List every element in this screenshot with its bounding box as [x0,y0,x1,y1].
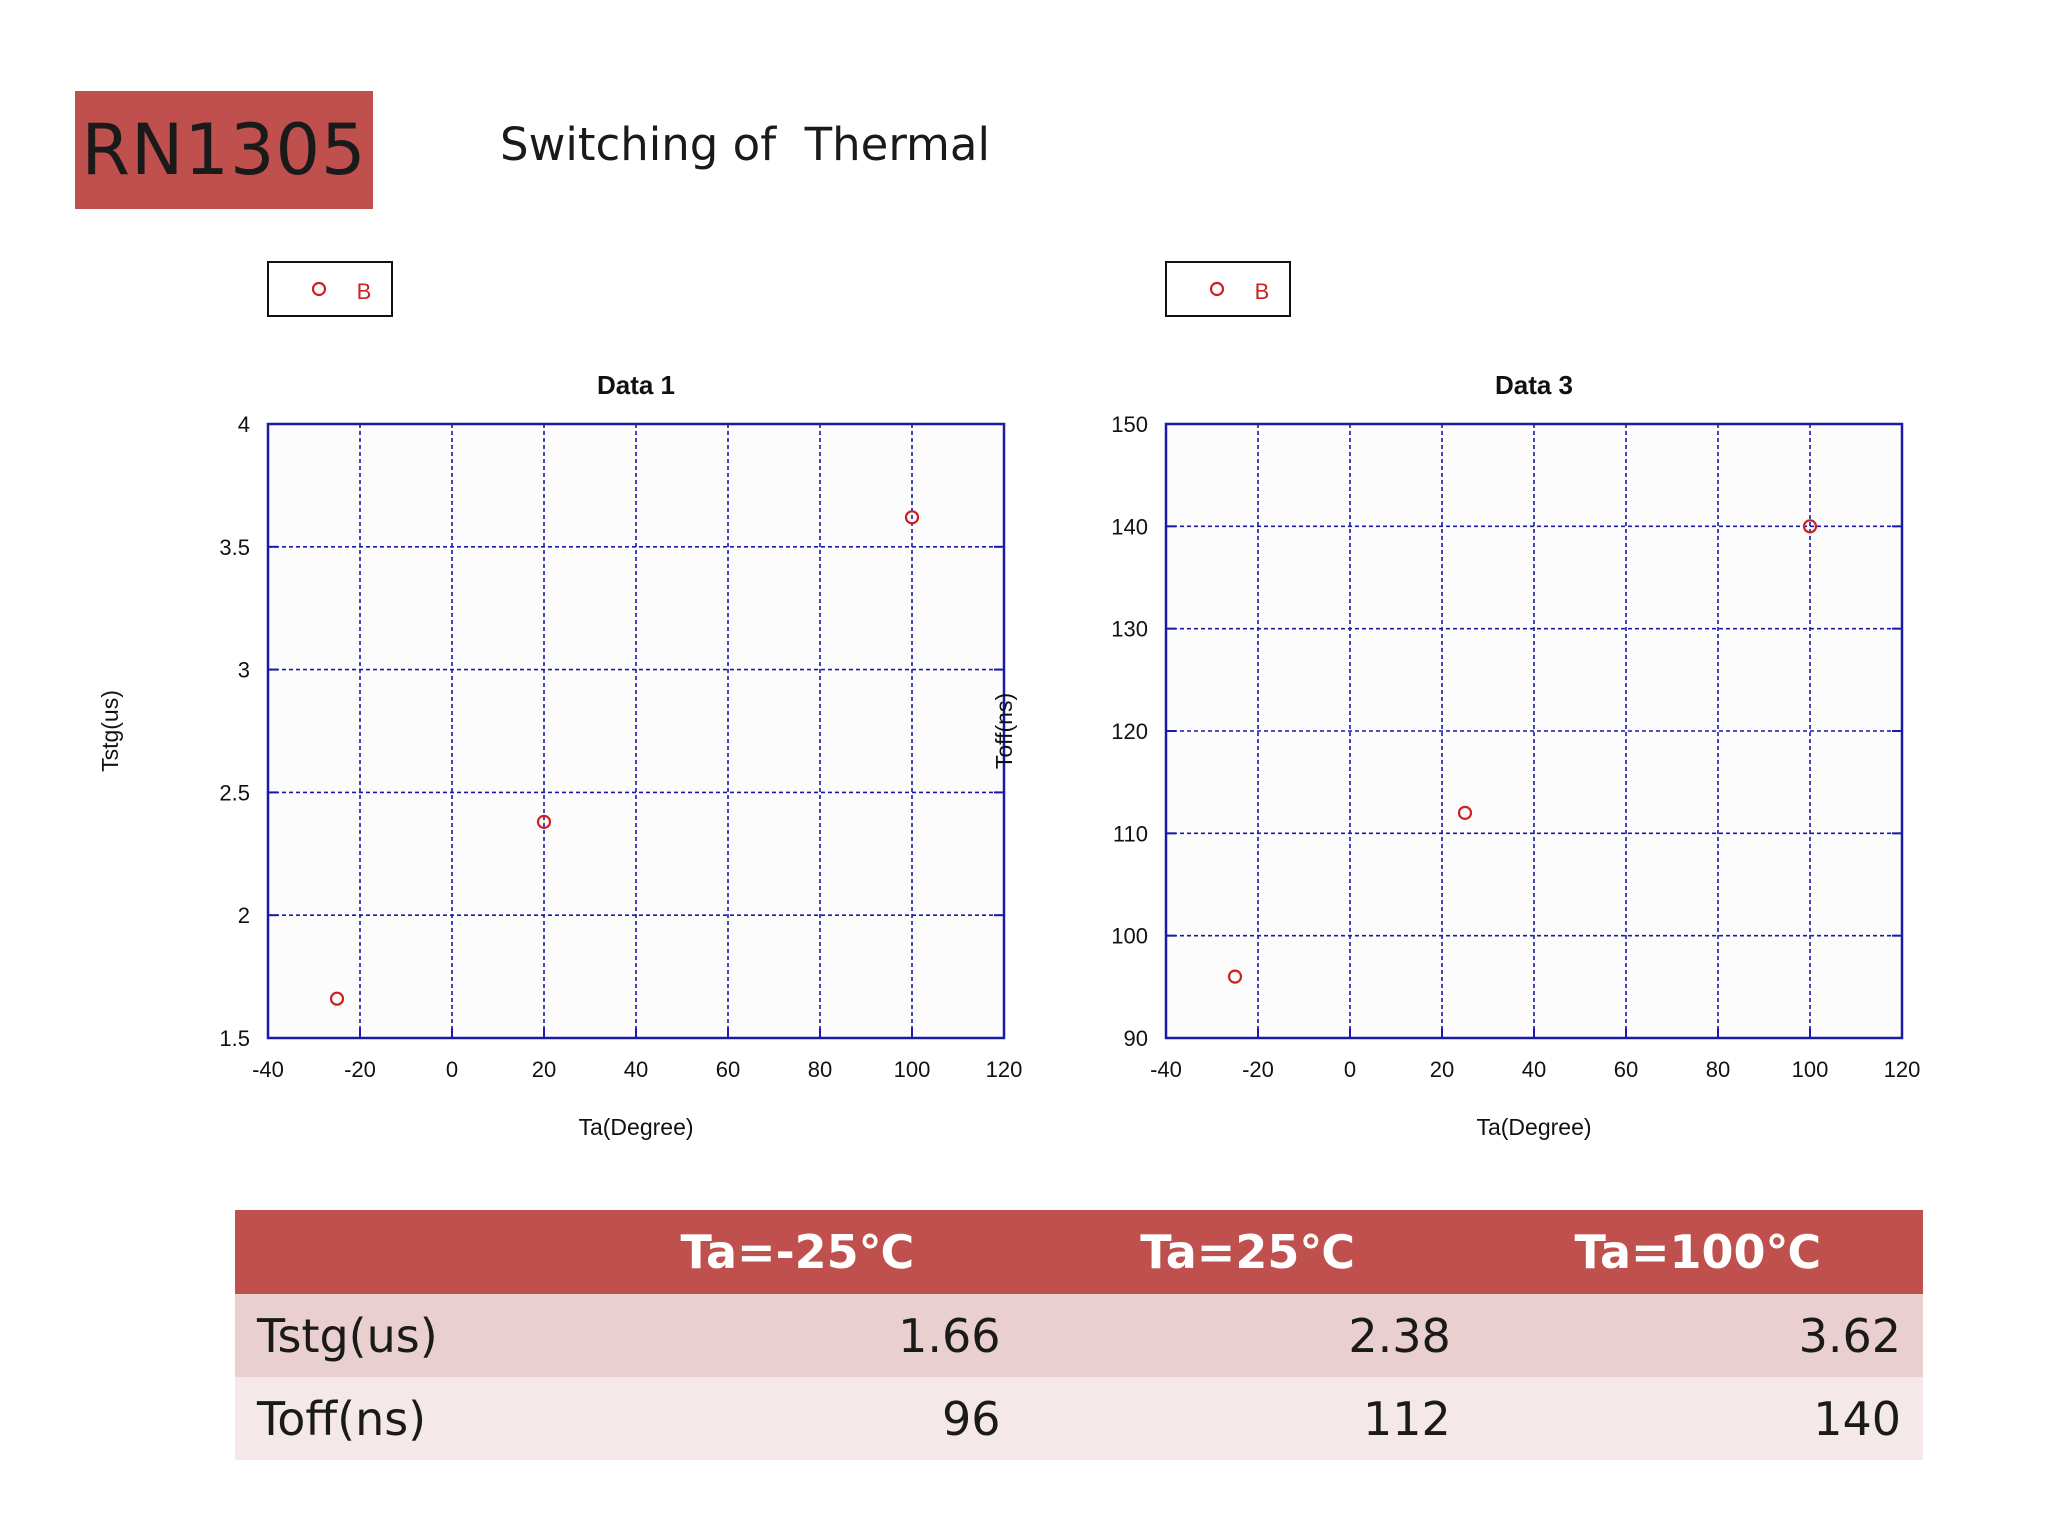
charts-canvas: -40 -20 0 20 40 60 80 100 120 1.5 2 2.5 3 3.5 4 Data 1 T… [97,261,1921,1140]
y-tick-label: 100 [1111,924,1148,949]
plot-frame [266,422,1006,1040]
y-tick-label: 140 [1111,514,1148,539]
table-header-cell: Ta=25℃ [1022,1210,1473,1294]
data-point [1802,519,1818,534]
legend: B [267,261,393,317]
y-tick-label: 3 [238,658,250,683]
values-table: Ta=-25℃ Ta=25℃ Ta=100℃ Tstg(us) 1.66 2.3… [235,1210,1923,1460]
data-point [329,991,345,1006]
x-tick-label: 0 [446,1057,458,1082]
x-axis-label: Ta(Degree) [578,1114,693,1140]
legend-label: B [1255,279,1270,304]
x-tick-label: 60 [716,1057,740,1082]
table-header-row: Ta=-25℃ Ta=25℃ Ta=100℃ [235,1210,1923,1294]
x-tick-label: 100 [1792,1057,1829,1082]
x-tick-label: 100 [894,1057,931,1082]
x-tick-label: 80 [808,1057,832,1082]
table-row-label: Toff(ns) [235,1377,573,1460]
table-cell: 3.62 [1472,1294,1923,1377]
x-tick-label: -20 [344,1057,376,1082]
y-axis-label: Toff(ns) [991,693,1017,769]
x-tick-label: -20 [1242,1057,1274,1082]
legend-box [267,261,393,317]
y-tick-label: 3.5 [219,535,250,560]
legend-label: B [357,279,372,304]
legend: B [1165,261,1291,317]
x-tick-label: 60 [1614,1057,1638,1082]
data-point [904,510,920,525]
x-tick-label: -40 [252,1057,284,1082]
chart-title: Data 1 [597,370,675,400]
legend-box [1165,261,1291,317]
data-point [1457,805,1473,820]
table-header-cell: Ta=-25℃ [572,1210,1023,1294]
x-tick-label: 40 [1522,1057,1546,1082]
table-cell: 1.66 [572,1294,1023,1377]
y-tick-label: 150 [1111,412,1148,437]
x-tick-label: 20 [532,1057,556,1082]
part-number-badge: RN1305 [75,91,373,209]
legend-marker [311,281,327,297]
x-tick-label: 80 [1706,1057,1730,1082]
y-tick-label: 130 [1111,617,1148,642]
table-cell: 112 [1022,1377,1473,1460]
x-tick-label: 20 [1430,1057,1454,1082]
x-tick-label: 120 [1884,1057,1921,1082]
y-tick-label: 90 [1124,1026,1148,1051]
table-cell: 96 [572,1377,1023,1460]
x-tick-label: 0 [1344,1057,1356,1082]
y-tick-label: 120 [1111,719,1148,744]
y-tick-label: 4 [238,412,250,437]
chart-title: Data 3 [1495,370,1573,400]
chart-panel-2: -40 -20 0 20 40 60 80 100 120 90 100 110 120 130 140 15… [991,261,1921,1140]
y-tick-label: 1.5 [219,1026,250,1051]
plot-frame [1164,422,1904,1040]
x-axis-label: Ta(Degree) [1476,1114,1591,1140]
table-row: Tstg(us) 1.66 2.38 3.62 [235,1294,1923,1377]
chart-panel-1: -40 -20 0 20 40 60 80 100 120 1.5 2 2.5 3 3.5 4 Data 1 T… [97,261,1023,1140]
page-title: Switching of Thermal [500,118,990,171]
table-cell: 140 [1472,1377,1923,1460]
x-tick-label: 40 [624,1057,648,1082]
y-axis-label: Tstg(us) [97,690,123,772]
x-tick-label: 120 [986,1057,1023,1082]
table-header-cell [235,1210,573,1294]
y-tick-label: 110 [1113,821,1148,846]
data-point [1227,969,1243,984]
table-row: Toff(ns) 96 112 140 [235,1377,1923,1460]
table-cell: 2.38 [1022,1294,1473,1377]
legend-marker [1209,281,1225,297]
y-tick-label: 2.5 [219,780,250,805]
table-row-label: Tstg(us) [235,1294,573,1377]
table-header-cell: Ta=100℃ [1472,1210,1923,1294]
x-tick-label: -40 [1150,1057,1182,1082]
y-tick-label: 2 [238,903,250,928]
part-number: RN1305 [81,109,367,191]
data-point [536,814,552,829]
